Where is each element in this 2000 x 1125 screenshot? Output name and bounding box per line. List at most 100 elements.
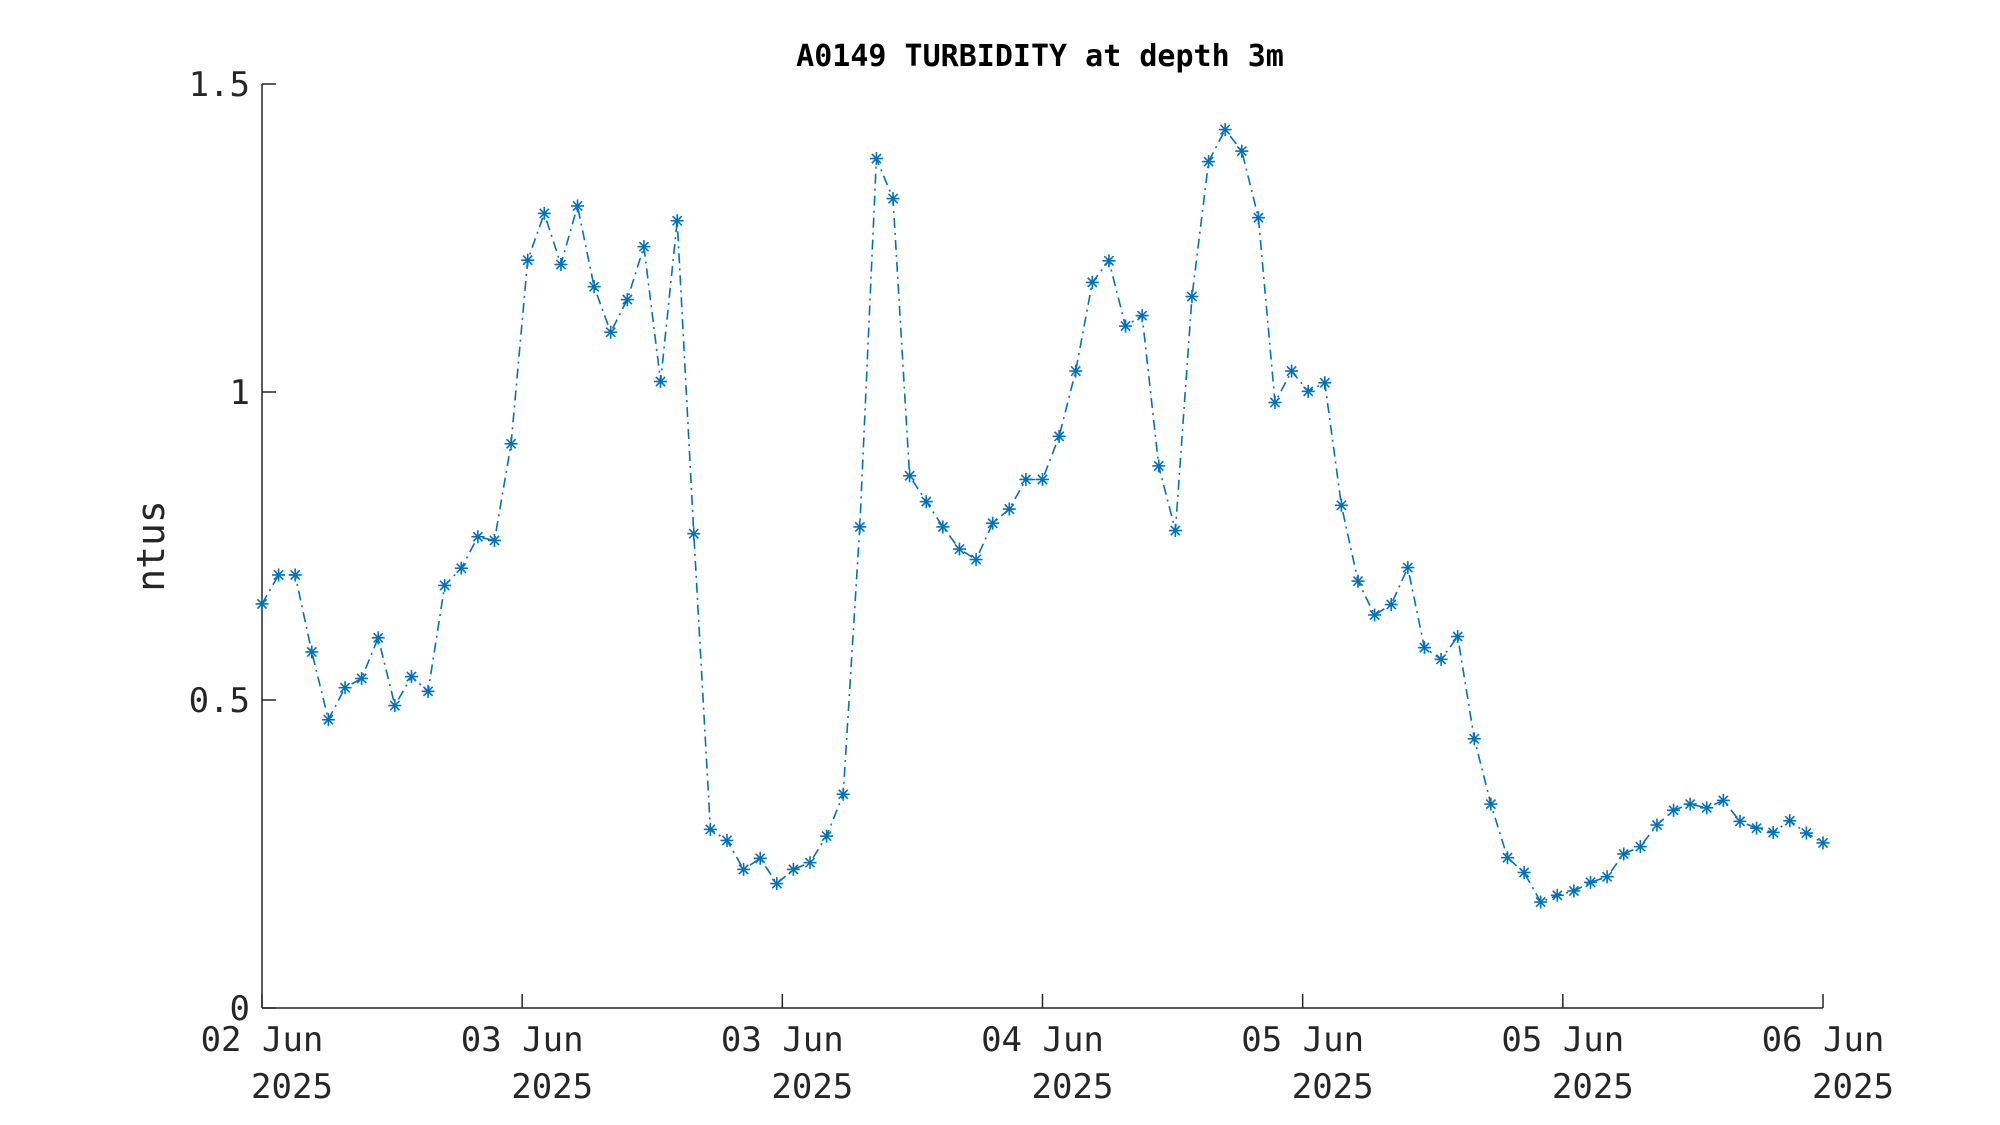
data-point <box>969 553 983 567</box>
data-point <box>836 787 850 801</box>
data-point <box>986 516 1000 530</box>
data-point <box>272 568 286 582</box>
data-point <box>770 877 784 891</box>
data-point <box>1202 155 1216 169</box>
data-point <box>1451 630 1465 644</box>
data-point <box>1550 888 1564 902</box>
data-point <box>1119 319 1133 333</box>
data-point <box>504 437 518 451</box>
data-point <box>487 533 501 547</box>
data-point <box>786 862 800 876</box>
data-point <box>1633 840 1647 854</box>
data-point <box>404 670 418 684</box>
data-point <box>305 645 319 659</box>
data-point <box>1235 144 1249 158</box>
data-point <box>1401 561 1415 575</box>
data-point <box>1600 870 1614 884</box>
x-tick-label-date: 04 Jun <box>981 1020 1104 1060</box>
data-point <box>421 684 435 698</box>
data-point <box>919 495 933 509</box>
data-point <box>388 699 402 713</box>
data-point <box>587 280 601 294</box>
x-tick-label-year: 2025 <box>1032 1067 1114 1107</box>
data-point <box>1351 574 1365 588</box>
data-point <box>454 561 468 575</box>
data-point <box>1766 825 1780 839</box>
x-tick-label-year: 2025 <box>511 1067 593 1107</box>
data-point <box>1417 641 1431 655</box>
data-point <box>820 829 834 843</box>
x-tick-label-year: 2025 <box>771 1067 853 1107</box>
data-point <box>1816 836 1830 850</box>
data-point <box>537 206 551 220</box>
data-point <box>1334 498 1348 512</box>
x-tick-label-year: 2025 <box>251 1067 333 1107</box>
data-point <box>471 530 485 544</box>
y-tick-label: 0 <box>230 989 250 1029</box>
data-point <box>338 681 352 695</box>
data-point <box>1467 732 1481 746</box>
y-axis-label: ntus <box>129 500 173 592</box>
data-point <box>288 568 302 582</box>
data-point <box>321 713 335 727</box>
data-point <box>1484 797 1498 811</box>
data-point <box>255 597 269 611</box>
data-point <box>1135 309 1149 323</box>
data-point <box>1783 814 1797 828</box>
x-tick-label-date: 02 Jun <box>201 1020 324 1060</box>
data-point <box>670 214 684 228</box>
data-point <box>869 152 883 166</box>
series-turbidity <box>255 123 1830 909</box>
data-point <box>1036 472 1049 486</box>
data-point <box>1434 652 1448 666</box>
x-tick-label-date: 05 Jun <box>1241 1020 1364 1060</box>
data-point <box>521 253 535 267</box>
data-point <box>1019 472 1033 486</box>
data-point <box>952 542 966 556</box>
y-tick-label: 1.5 <box>189 65 250 105</box>
data-point <box>1384 598 1398 612</box>
data-point <box>1152 459 1166 473</box>
data-point <box>720 833 734 847</box>
data-point <box>637 240 651 254</box>
data-point <box>1069 364 1083 378</box>
data-point <box>703 822 717 836</box>
data-point <box>1517 865 1531 879</box>
data-point <box>371 631 385 645</box>
y-tick-label: 1 <box>230 373 250 413</box>
data-point <box>654 375 668 389</box>
data-point <box>1750 821 1764 835</box>
chart-title: A0149 TURBIDITY at depth 3m <box>796 39 1284 74</box>
data-point <box>1368 608 1382 622</box>
data-point <box>1085 275 1099 289</box>
data-point <box>571 199 585 213</box>
data-point <box>554 257 568 271</box>
data-point <box>1700 801 1714 815</box>
series-line <box>261 128 1824 904</box>
data-point <box>1567 884 1581 898</box>
x-tick-label-date: 03 Jun <box>721 1020 844 1060</box>
data-point <box>1251 211 1265 225</box>
data-point <box>1500 851 1514 865</box>
data-point <box>1218 123 1232 137</box>
data-point <box>1285 364 1299 378</box>
data-point <box>1799 826 1813 840</box>
data-point <box>687 527 701 541</box>
data-point <box>1185 290 1199 304</box>
data-point <box>1002 502 1016 516</box>
x-tick-label-year: 2025 <box>1292 1067 1374 1107</box>
data-point <box>903 469 917 483</box>
data-point <box>1584 875 1598 889</box>
data-point <box>853 520 867 534</box>
x-tick-label-year: 2025 <box>1552 1067 1634 1107</box>
data-point <box>604 325 618 339</box>
data-point <box>1168 524 1182 538</box>
x-tick-label-date: 06 Jun <box>1762 1020 1885 1060</box>
x-tick-label-year: 2025 <box>1812 1067 1894 1107</box>
y-tick-label: 0.5 <box>189 681 250 721</box>
data-point <box>1733 814 1747 828</box>
data-point <box>1052 429 1066 443</box>
x-tick-label-date: 03 Jun <box>461 1020 584 1060</box>
data-point <box>886 192 900 206</box>
